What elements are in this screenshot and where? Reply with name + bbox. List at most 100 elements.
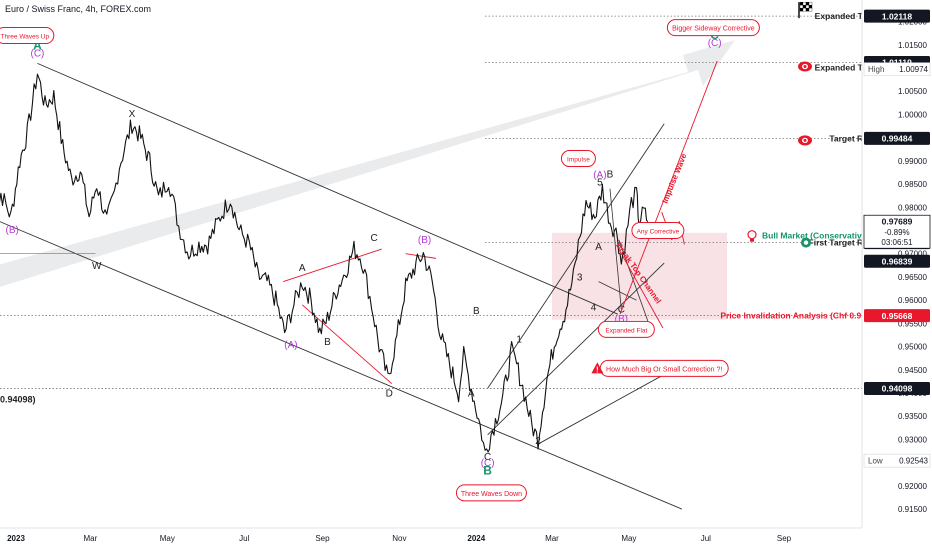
- flag-cell: [808, 1, 813, 6]
- flag-cell: [799, 7, 804, 12]
- last-price: 0.97689: [882, 217, 913, 227]
- target-icon: [801, 237, 811, 248]
- flag-cell: [805, 4, 810, 9]
- bulb-base: [750, 238, 754, 242]
- y-tick-label: 0.93500: [898, 412, 927, 421]
- tag-box: [863, 453, 931, 468]
- eye-icon: [798, 61, 812, 72]
- correction-zone: [551, 232, 727, 320]
- wave-label: (B): [615, 314, 628, 325]
- wave-label: 2: [535, 436, 541, 447]
- y-tick-label: 0.91500: [898, 505, 927, 514]
- bulb: [747, 230, 757, 240]
- target-inner: [803, 240, 809, 245]
- flag-cell: [799, 4, 804, 9]
- callout-label: Three Waves Down: [461, 491, 522, 498]
- wave-label: (B): [418, 235, 431, 246]
- flat-line-3: [609, 188, 622, 310]
- wave-label: 4: [591, 302, 597, 313]
- channel-impulse-upper: [487, 123, 665, 389]
- level-price-tag-bg: [864, 381, 930, 395]
- red-line-ac: [283, 248, 382, 283]
- y-tick-label: 0.95000: [898, 343, 927, 352]
- y-tick-label: 0.96500: [898, 273, 927, 282]
- level-price-tag: 1.02118: [882, 11, 913, 21]
- callout-box: [597, 320, 655, 338]
- x-tick-label: Sep: [777, 534, 792, 543]
- tag-name: High: [868, 65, 884, 74]
- x-tick-label: May: [160, 534, 175, 543]
- warning-mark: !: [596, 365, 599, 374]
- flag-cell: [802, 4, 807, 9]
- callout-label: Three Waves Up: [1, 34, 50, 41]
- x-tick-label: Mar: [545, 534, 559, 543]
- flag-cell: [802, 1, 807, 6]
- price-tag: 0.96839: [882, 256, 913, 266]
- callout-box: [560, 150, 596, 168]
- eye-icon: [798, 135, 812, 146]
- x-tick-label: Sep: [315, 534, 330, 543]
- callout-label: How Much Big Or Small Correction ?!: [606, 366, 722, 373]
- level-price-tag-bg: [864, 309, 930, 323]
- tag-value: 0.92543: [899, 457, 928, 466]
- wave-label: 5: [597, 177, 603, 188]
- price-series: [0, 73, 649, 453]
- trend-arrow-shape: [0, 40, 735, 287]
- callout-label: Expanded Flat: [605, 327, 647, 334]
- wave-label: A: [33, 38, 42, 52]
- impulse-wave-line: [619, 60, 718, 315]
- break-top-line: [618, 248, 664, 329]
- x-tick-label: Jul: [701, 534, 711, 543]
- callout: Bigger Sideway Corrective: [666, 19, 760, 37]
- y-tick-label: 0.98000: [898, 203, 927, 212]
- y-tick-label: 0.99000: [898, 157, 927, 166]
- x-tick-label: 2024: [467, 534, 485, 543]
- wave-label: A: [468, 389, 475, 400]
- level-price-tag: 0.94098: [882, 384, 913, 394]
- wave-label: A: [595, 242, 602, 253]
- y-tick-label: 1.00000: [898, 110, 927, 119]
- red-line-b: [405, 253, 437, 259]
- flag-cell: [805, 7, 810, 12]
- callout: Three Waves Up: [0, 27, 55, 45]
- wave-label: D: [386, 388, 393, 399]
- level-label-expanded-1: Expanded Target: [815, 11, 883, 21]
- callout-box: [631, 222, 685, 240]
- y-tick-label: 1.00500: [898, 87, 927, 96]
- wave-label: 1: [516, 334, 522, 345]
- wave-label: (A): [284, 340, 297, 351]
- y-tick-label: 0.95500: [898, 319, 927, 328]
- x-axis-panel: [0, 528, 932, 550]
- tag-box: [863, 62, 931, 77]
- warning-triangle: [591, 362, 604, 374]
- chart-title: Euro / Swiss Franc, 4h, FOREX.com: [5, 4, 152, 14]
- flat-line-2: [598, 281, 637, 301]
- wave-label: A: [299, 263, 306, 274]
- y-tick-label: 0.97000: [898, 250, 927, 259]
- callout: Any Corrective: [631, 222, 685, 240]
- lightbulb-icon: [747, 230, 757, 242]
- callout: How Much Big Or Small Correction ?!: [599, 359, 729, 377]
- y-tick-label: 0.96000: [898, 296, 927, 305]
- level-label-target-range: Target Range: [829, 133, 883, 143]
- x-tick-label: Mar: [84, 534, 98, 543]
- callout: Three Waves Down: [455, 484, 527, 502]
- flag-cell: [799, 1, 804, 6]
- wave-label: B: [483, 463, 492, 477]
- x-tick-label: May: [621, 534, 636, 543]
- callout-box: [666, 19, 760, 37]
- price-tag-bg: [864, 254, 930, 268]
- flag-cell: [805, 1, 810, 6]
- x-tick-label: 2023: [7, 534, 25, 543]
- flat-line-1: [618, 239, 651, 329]
- wave-label: B: [607, 170, 614, 181]
- wave-label: C: [618, 305, 625, 316]
- wave-label: (A): [593, 170, 606, 181]
- wave-label: X: [129, 109, 136, 120]
- eye-pupil: [803, 65, 807, 69]
- last-price-box: [863, 214, 931, 249]
- wave-label: 3: [577, 273, 583, 284]
